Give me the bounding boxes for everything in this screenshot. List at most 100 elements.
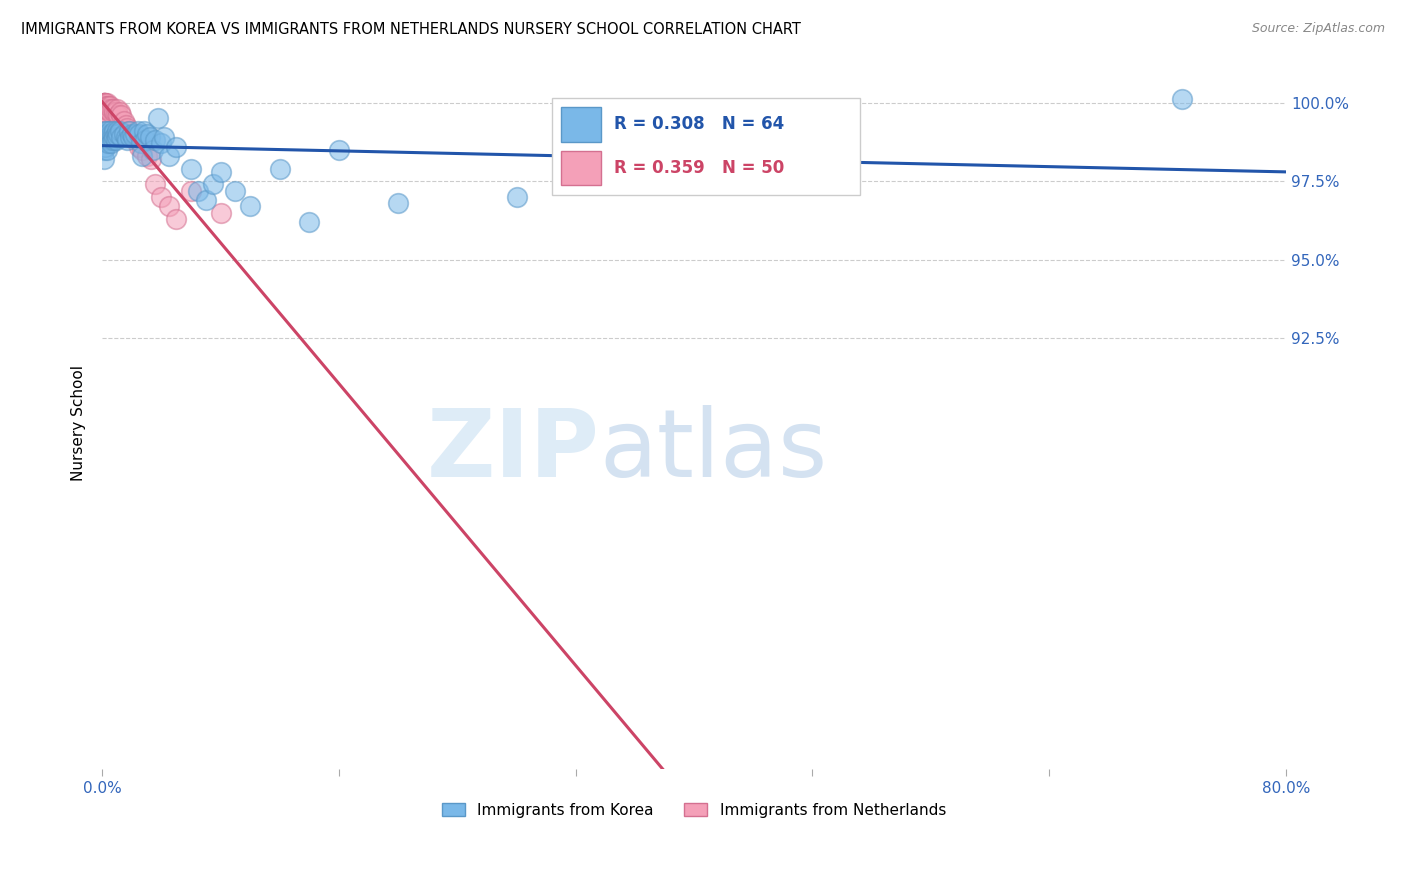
- Point: [94, 139, 117, 153]
- Point: [94, 99, 117, 113]
- Point: [148, 112, 170, 126]
- Point: [96, 102, 118, 116]
- Point: [97, 102, 120, 116]
- Point: [108, 124, 131, 138]
- Point: [135, 127, 157, 141]
- Point: [107, 108, 129, 122]
- Point: [165, 139, 187, 153]
- Point: [93, 95, 115, 110]
- Point: [94, 130, 117, 145]
- Point: [93, 95, 115, 110]
- Point: [98, 99, 121, 113]
- Point: [122, 130, 145, 145]
- Point: [112, 127, 135, 141]
- Point: [387, 196, 409, 211]
- Point: [180, 161, 202, 176]
- Point: [124, 127, 146, 141]
- Point: [117, 133, 139, 147]
- Point: [298, 215, 321, 229]
- Point: [100, 127, 122, 141]
- Point: [96, 124, 118, 138]
- Point: [96, 95, 118, 110]
- Text: Source: ZipAtlas.com: Source: ZipAtlas.com: [1251, 22, 1385, 36]
- Point: [94, 95, 117, 110]
- Point: [328, 143, 350, 157]
- Point: [141, 143, 163, 157]
- Point: [103, 105, 125, 120]
- Point: [165, 211, 187, 226]
- Point: [105, 130, 128, 145]
- Point: [124, 133, 146, 147]
- Point: [98, 133, 121, 147]
- Point: [239, 199, 262, 213]
- Point: [105, 124, 128, 138]
- Point: [115, 130, 138, 145]
- Point: [202, 178, 225, 192]
- Text: atlas: atlas: [599, 405, 828, 497]
- Point: [93, 95, 115, 110]
- Point: [93, 102, 115, 116]
- Point: [93, 152, 115, 166]
- Point: [505, 190, 527, 204]
- Point: [121, 127, 143, 141]
- Y-axis label: Nursery School: Nursery School: [72, 366, 86, 482]
- Point: [269, 161, 291, 176]
- Point: [103, 130, 125, 145]
- Point: [683, 155, 706, 169]
- Point: [157, 149, 180, 163]
- Point: [94, 105, 117, 120]
- Point: [127, 124, 149, 138]
- Point: [112, 114, 135, 128]
- Point: [104, 127, 127, 141]
- Point: [132, 124, 155, 138]
- Legend: Immigrants from Korea, Immigrants from Netherlands: Immigrants from Korea, Immigrants from N…: [436, 797, 952, 824]
- Point: [187, 184, 209, 198]
- Point: [104, 105, 127, 120]
- Point: [1171, 92, 1194, 106]
- Text: IMMIGRANTS FROM KOREA VS IMMIGRANTS FROM NETHERLANDS NURSERY SCHOOL CORRELATION : IMMIGRANTS FROM KOREA VS IMMIGRANTS FROM…: [21, 22, 801, 37]
- Point: [128, 139, 150, 153]
- Point: [134, 133, 156, 147]
- Point: [135, 149, 157, 163]
- Point: [131, 143, 153, 157]
- Point: [180, 184, 202, 198]
- Point: [93, 143, 115, 157]
- Point: [94, 102, 117, 116]
- Point: [94, 95, 117, 110]
- Text: ZIP: ZIP: [426, 405, 599, 497]
- Point: [104, 133, 127, 147]
- Point: [194, 193, 217, 207]
- Point: [108, 105, 131, 120]
- Point: [93, 102, 115, 116]
- Point: [97, 136, 120, 151]
- Point: [94, 99, 117, 113]
- Point: [105, 102, 128, 116]
- Point: [93, 95, 115, 110]
- Point: [209, 205, 232, 219]
- Point: [96, 99, 118, 113]
- Point: [97, 99, 120, 113]
- Point: [101, 127, 124, 141]
- Point: [93, 95, 115, 110]
- Point: [209, 165, 232, 179]
- Point: [100, 136, 122, 151]
- Point: [145, 133, 167, 147]
- Point: [93, 105, 115, 120]
- Point: [150, 136, 173, 151]
- Point: [110, 108, 132, 122]
- Point: [118, 124, 141, 138]
- Point: [110, 130, 132, 145]
- Point: [129, 136, 152, 151]
- Point: [93, 99, 115, 113]
- Point: [153, 130, 176, 145]
- Point: [93, 99, 115, 113]
- Point: [131, 149, 153, 163]
- Point: [96, 133, 118, 147]
- Point: [93, 99, 115, 113]
- Point: [157, 199, 180, 213]
- Point: [121, 130, 143, 145]
- Point: [93, 102, 115, 116]
- Point: [96, 143, 118, 157]
- Point: [150, 190, 173, 204]
- Point: [97, 127, 120, 141]
